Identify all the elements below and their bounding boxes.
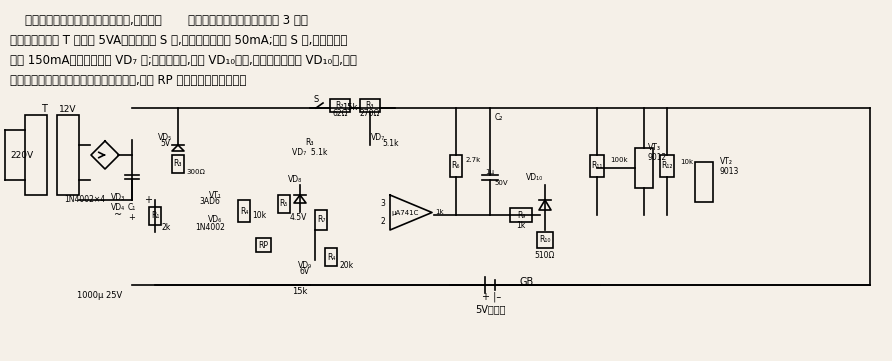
Text: 15k: 15k [343, 104, 358, 113]
Bar [315, 210, 327, 230]
Text: VD₅: VD₅ [158, 134, 172, 143]
Text: 62Ω: 62Ω [332, 109, 348, 118]
Bar [695, 162, 713, 202]
Text: VT₃: VT₃ [648, 144, 661, 152]
Text: VD₃: VD₃ [111, 192, 125, 201]
Text: VD₄: VD₄ [111, 203, 125, 212]
Text: 5V: 5V [160, 139, 170, 148]
Text: VD₉: VD₉ [298, 261, 312, 270]
Text: VD₁₀: VD₁₀ [526, 174, 543, 183]
Bar [360, 99, 380, 112]
Text: VD₆: VD₆ [208, 216, 222, 225]
Text: C₂: C₂ [495, 113, 503, 122]
Text: R₅: R₅ [280, 200, 288, 209]
Bar [450, 155, 462, 177]
Text: 1k: 1k [516, 221, 525, 230]
Text: GB: GB [520, 277, 534, 287]
Text: 1k: 1k [435, 209, 443, 216]
Text: 50V: 50V [494, 180, 508, 186]
Bar [635, 148, 653, 188]
Text: R₁₁: R₁₁ [591, 161, 603, 170]
Text: 15k: 15k [293, 287, 308, 296]
Text: 2.7k: 2.7k [466, 157, 482, 163]
Text: R₃: R₃ [366, 101, 375, 110]
Bar [172, 155, 184, 173]
Text: 220V: 220V [10, 151, 33, 160]
Text: C₁: C₁ [128, 204, 136, 213]
Text: 6V: 6V [300, 268, 310, 277]
Text: 5V电池组: 5V电池组 [475, 304, 505, 314]
Text: 另一种是较简单的自动恒流充电器,电路如图       所示。充电电流采用标准制和 3 小时: 另一种是较简单的自动恒流充电器,电路如图 所示。充电电流采用标准制和 3 小时 [10, 14, 308, 27]
Text: 2: 2 [380, 217, 385, 226]
Text: 1000μ 25V: 1000μ 25V [78, 291, 122, 300]
Text: 自行停止。调试时按实际测得的阈值电压,调整 RP 以改变充电停止阈值。: 自行停止。调试时按实际测得的阈值电压,调整 RP 以改变充电停止阈值。 [10, 74, 246, 87]
Text: 5.1k: 5.1k [382, 139, 399, 148]
Bar [149, 207, 161, 225]
Text: μA741C: μA741C [392, 209, 418, 216]
Text: S: S [313, 96, 318, 104]
Text: R₄: R₄ [240, 206, 248, 216]
Text: +: + [144, 195, 152, 205]
Bar [25, 115, 47, 195]
Text: 10k: 10k [680, 159, 693, 165]
Text: R₇: R₇ [317, 216, 326, 225]
Text: R₆: R₆ [451, 161, 460, 170]
Bar [590, 155, 604, 177]
Bar [256, 238, 271, 252]
Text: VD₈: VD₈ [288, 175, 302, 184]
Text: 1N4002: 1N4002 [195, 223, 225, 232]
Bar [510, 208, 532, 222]
Text: 9013: 9013 [720, 168, 739, 177]
Text: R₁₂: R₁₂ [661, 161, 673, 170]
Bar [238, 200, 250, 222]
Bar [330, 99, 350, 112]
Bar [278, 195, 290, 213]
Text: R₁: R₁ [151, 212, 159, 221]
Text: 3: 3 [380, 199, 385, 208]
Text: RP: RP [258, 240, 268, 249]
Text: +: + [128, 213, 136, 222]
Text: 270Ω: 270Ω [359, 109, 380, 118]
Text: + |–: + |– [483, 292, 501, 302]
Text: VT₁: VT₁ [209, 191, 221, 200]
Text: 10k: 10k [252, 210, 266, 219]
Text: ~: ~ [114, 210, 122, 220]
Text: 4.5V: 4.5V [290, 213, 308, 222]
Text: VD₇: VD₇ [371, 134, 385, 143]
Text: 1μ: 1μ [485, 169, 494, 175]
Bar [57, 115, 79, 195]
Bar [325, 248, 337, 266]
Text: 20k: 20k [340, 261, 354, 270]
Text: 100k: 100k [610, 157, 628, 163]
Text: R₃
VD₇  5.1k: R₃ VD₇ 5.1k [293, 138, 327, 157]
Text: VT₂: VT₂ [720, 157, 733, 166]
Text: R₂: R₂ [335, 101, 344, 110]
Text: 300Ω: 300Ω [186, 169, 205, 175]
Text: 1N4002×4: 1N4002×4 [64, 196, 105, 204]
Text: T: T [41, 104, 47, 114]
Text: 率电流。变压器 T 容量为 5VA。打开开关 S 时,恒流充电电流约 50mA;合上 S 时,恒流充电电: 率电流。变压器 T 容量为 5VA。打开开关 S 时,恒流充电电流约 50mA;… [10, 34, 347, 47]
Text: R₃: R₃ [174, 160, 182, 169]
Text: 9012: 9012 [648, 152, 667, 161]
Text: R₉: R₉ [516, 210, 525, 219]
Text: 流约 150mA。充电时绿灯 VD₇ 亮;将近充满时,红灯 VD₁₀闪亮,充至阈值电压后 VD₁₀亮,充电: 流约 150mA。充电时绿灯 VD₇ 亮;将近充满时,红灯 VD₁₀闪亮,充至阈… [10, 54, 357, 67]
Bar [660, 155, 674, 177]
Text: 12V: 12V [59, 104, 77, 113]
Bar [537, 232, 553, 248]
Text: 3AD6: 3AD6 [200, 197, 220, 206]
Text: 2k: 2k [162, 223, 171, 232]
Text: R₁₀: R₁₀ [540, 235, 550, 244]
Text: 510Ω: 510Ω [535, 251, 555, 260]
Text: R₄: R₄ [326, 252, 335, 261]
